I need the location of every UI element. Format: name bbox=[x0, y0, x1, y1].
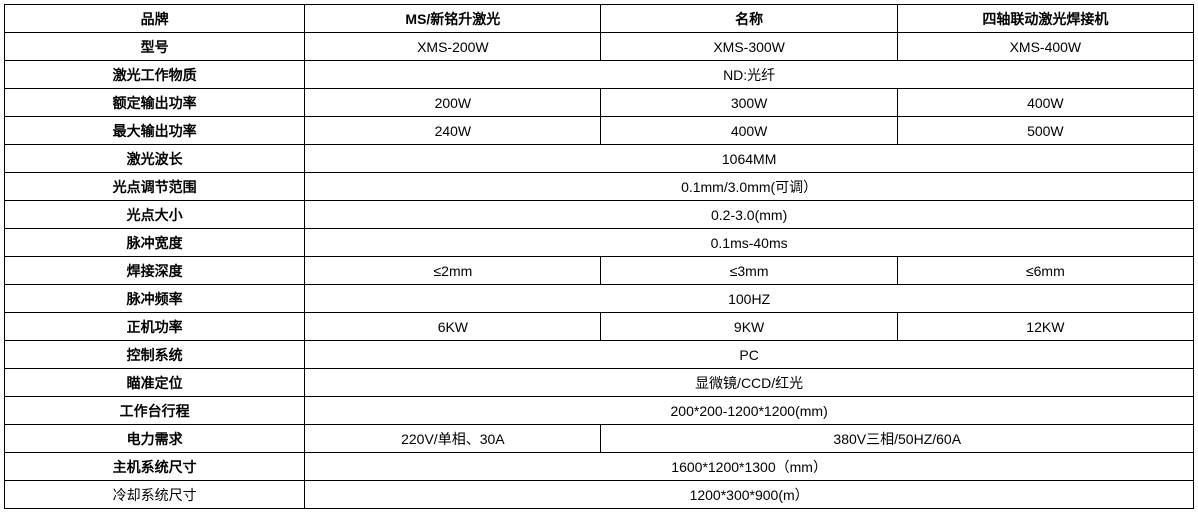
row-label: 冷却系统尺寸 bbox=[5, 481, 305, 509]
merged-cell: 100HZ bbox=[305, 285, 1194, 313]
data-cell: 300W bbox=[601, 89, 897, 117]
row-label: 最大输出功率 bbox=[5, 117, 305, 145]
header-cell: 名称 bbox=[601, 5, 897, 33]
data-cell: ≤2mm bbox=[305, 257, 601, 285]
merged-cell: 显微镜/CCD/红光 bbox=[305, 369, 1194, 397]
merged-cell: 0.2-3.0(mm) bbox=[305, 201, 1194, 229]
spec-table: 品牌MS/新铭升激光名称四轴联动激光焊接机型号XMS-200WXMS-300WX… bbox=[4, 4, 1194, 509]
data-cell: 9KW bbox=[601, 313, 897, 341]
table-row: 工作台行程200*200-1200*1200(mm) bbox=[5, 397, 1194, 425]
data-cell: 500W bbox=[897, 117, 1193, 145]
data-cell: 220V/单相、30A bbox=[305, 425, 601, 453]
data-cell: XMS-400W bbox=[897, 33, 1193, 61]
row-label: 电力需求 bbox=[5, 425, 305, 453]
data-cell: 400W bbox=[897, 89, 1193, 117]
table-row: 品牌MS/新铭升激光名称四轴联动激光焊接机 bbox=[5, 5, 1194, 33]
table-row: 额定输出功率200W300W400W bbox=[5, 89, 1194, 117]
data-cell: 240W bbox=[305, 117, 601, 145]
data-cell: ≤6mm bbox=[897, 257, 1193, 285]
row-label: 控制系统 bbox=[5, 341, 305, 369]
table-row: 电力需求220V/单相、30A380V三相/50HZ/60A bbox=[5, 425, 1194, 453]
row-label: 瞄准定位 bbox=[5, 369, 305, 397]
table-row: 主机系统尺寸1600*1200*1300（mm） bbox=[5, 453, 1194, 481]
data-cell: 12KW bbox=[897, 313, 1193, 341]
row-label: 主机系统尺寸 bbox=[5, 453, 305, 481]
table-row: 光点调节范围0.1mm/3.0mm(可调） bbox=[5, 173, 1194, 201]
merged-cell: 200*200-1200*1200(mm) bbox=[305, 397, 1194, 425]
merged-cell: 0.1ms-40ms bbox=[305, 229, 1194, 257]
data-cell: ≤3mm bbox=[601, 257, 897, 285]
row-label: 光点调节范围 bbox=[5, 173, 305, 201]
table-row: 激光工作物质ND:光纤 bbox=[5, 61, 1194, 89]
row-label: 脉冲频率 bbox=[5, 285, 305, 313]
merged-cell: 0.1mm/3.0mm(可调） bbox=[305, 173, 1194, 201]
table-row: 控制系统PC bbox=[5, 341, 1194, 369]
table-row: 焊接深度≤2mm≤3mm≤6mm bbox=[5, 257, 1194, 285]
table-row: 正机功率6KW9KW12KW bbox=[5, 313, 1194, 341]
row-label: 光点大小 bbox=[5, 201, 305, 229]
row-label: 正机功率 bbox=[5, 313, 305, 341]
spec-table-body: 品牌MS/新铭升激光名称四轴联动激光焊接机型号XMS-200WXMS-300WX… bbox=[5, 5, 1194, 509]
header-cell: MS/新铭升激光 bbox=[305, 5, 601, 33]
row-label: 脉冲宽度 bbox=[5, 229, 305, 257]
table-row: 瞄准定位显微镜/CCD/红光 bbox=[5, 369, 1194, 397]
merged-cell: PC bbox=[305, 341, 1194, 369]
data-cell: XMS-300W bbox=[601, 33, 897, 61]
data-cell: 6KW bbox=[305, 313, 601, 341]
merged-cell: 380V三相/50HZ/60A bbox=[601, 425, 1194, 453]
data-cell: XMS-200W bbox=[305, 33, 601, 61]
table-row: 脉冲频率100HZ bbox=[5, 285, 1194, 313]
table-row: 激光波长1064MM bbox=[5, 145, 1194, 173]
table-row: 光点大小0.2-3.0(mm) bbox=[5, 201, 1194, 229]
row-label: 型号 bbox=[5, 33, 305, 61]
table-row: 最大输出功率240W400W500W bbox=[5, 117, 1194, 145]
table-row: 型号XMS-200WXMS-300WXMS-400W bbox=[5, 33, 1194, 61]
table-row: 脉冲宽度0.1ms-40ms bbox=[5, 229, 1194, 257]
merged-cell: 1600*1200*1300（mm） bbox=[305, 453, 1194, 481]
row-label: 品牌 bbox=[5, 5, 305, 33]
merged-cell: ND:光纤 bbox=[305, 61, 1194, 89]
row-label: 焊接深度 bbox=[5, 257, 305, 285]
table-row: 冷却系统尺寸1200*300*900(m） bbox=[5, 481, 1194, 509]
row-label: 激光波长 bbox=[5, 145, 305, 173]
row-label: 额定输出功率 bbox=[5, 89, 305, 117]
data-cell: 400W bbox=[601, 117, 897, 145]
merged-cell: 1200*300*900(m） bbox=[305, 481, 1194, 509]
data-cell: 200W bbox=[305, 89, 601, 117]
merged-cell: 1064MM bbox=[305, 145, 1194, 173]
row-label: 工作台行程 bbox=[5, 397, 305, 425]
row-label: 激光工作物质 bbox=[5, 61, 305, 89]
header-cell: 四轴联动激光焊接机 bbox=[897, 5, 1193, 33]
